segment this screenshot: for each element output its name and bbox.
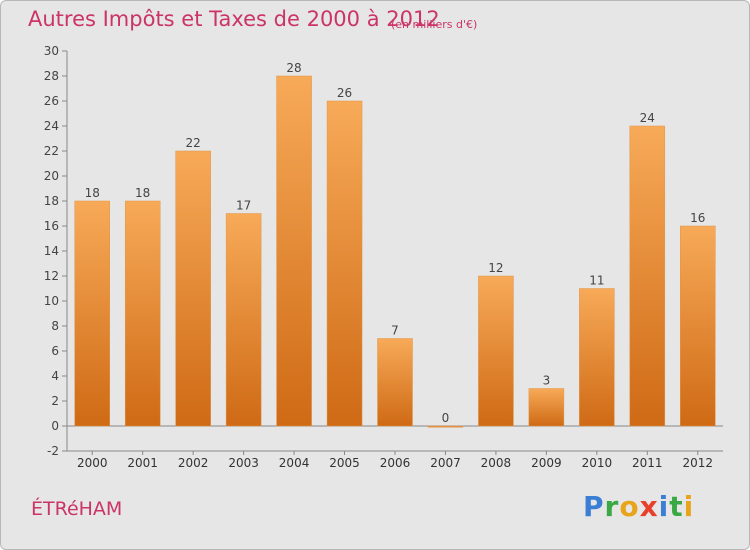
data-label: 16 xyxy=(690,211,705,225)
chart-title: Autres Impôts et Taxes de 2000 à 2012 xyxy=(28,7,440,31)
y-tick-label: 14 xyxy=(44,244,59,258)
proxiti-logo: Proxiti xyxy=(583,490,694,523)
x-tick-label: 2001 xyxy=(127,456,158,470)
bar-2011 xyxy=(629,125,666,427)
y-tick-label: 0 xyxy=(51,419,59,433)
y-tick-label: 24 xyxy=(44,119,59,133)
y-tick-label: 26 xyxy=(44,94,59,108)
chart-subtitle: (en milliers d'€) xyxy=(391,18,478,31)
logo-letter: i xyxy=(683,490,695,523)
x-tick-label: 2009 xyxy=(531,456,562,470)
data-label: 22 xyxy=(186,136,201,150)
bar-2004 xyxy=(276,75,312,427)
y-tick-label: 10 xyxy=(44,294,59,308)
logo-letter: i xyxy=(658,490,670,523)
logo-letter: t xyxy=(669,490,684,523)
data-label: 26 xyxy=(337,86,352,100)
bar-2001 xyxy=(124,200,161,427)
x-tick-label: 2003 xyxy=(228,456,259,470)
bar-2012 xyxy=(680,225,716,427)
data-label: 18 xyxy=(85,186,100,200)
logo-letter: x xyxy=(639,490,659,523)
y-tick-label: -2 xyxy=(47,444,59,458)
x-tick-label: 2007 xyxy=(430,456,461,470)
x-tick-label: 2004 xyxy=(279,456,310,470)
y-tick-label: 8 xyxy=(51,319,59,333)
data-label: 3 xyxy=(543,374,551,388)
data-label: 28 xyxy=(286,61,301,75)
x-tick-label: 2000 xyxy=(77,456,108,470)
bar-2006 xyxy=(377,338,413,427)
data-label: 18 xyxy=(135,186,150,200)
x-tick-label: 2011 xyxy=(632,456,663,470)
y-tick-label: 6 xyxy=(51,344,59,358)
logo-letter: o xyxy=(619,490,640,523)
y-tick-label: 20 xyxy=(44,169,59,183)
bar-2010 xyxy=(579,288,615,427)
bar-2002 xyxy=(175,150,211,427)
x-tick-label: 2006 xyxy=(380,456,411,470)
x-tick-label: 2002 xyxy=(178,456,209,470)
y-tick-label: 18 xyxy=(44,194,59,208)
y-tick-label: 30 xyxy=(44,44,59,58)
y-tick-label: 12 xyxy=(44,269,59,283)
y-tick-label: 22 xyxy=(44,144,59,158)
bar-2009 xyxy=(528,388,565,427)
bar-2000 xyxy=(74,200,110,427)
bar-2005 xyxy=(326,100,363,427)
x-tick-label: 2008 xyxy=(481,456,512,470)
bar-2007 xyxy=(427,425,464,428)
data-label: 12 xyxy=(488,261,503,275)
logo-letter: P xyxy=(583,490,605,523)
y-tick-label: 28 xyxy=(44,69,59,83)
bar-2008 xyxy=(478,275,514,427)
y-tick-label: 4 xyxy=(51,369,59,383)
data-label: 7 xyxy=(391,324,399,338)
x-tick-label: 2005 xyxy=(329,456,360,470)
commune-name: ÉTRéHAM xyxy=(31,498,123,520)
data-label: 11 xyxy=(589,274,604,288)
data-label: 0 xyxy=(442,411,450,425)
x-tick-label: 2010 xyxy=(582,456,613,470)
data-label: 24 xyxy=(640,111,655,125)
x-tick-label: 2012 xyxy=(682,456,713,470)
y-tick-label: 2 xyxy=(51,394,59,408)
logo-letter: r xyxy=(604,490,620,523)
data-label: 17 xyxy=(236,199,251,213)
bar-2003 xyxy=(225,213,262,427)
y-tick-label: 16 xyxy=(44,219,59,233)
